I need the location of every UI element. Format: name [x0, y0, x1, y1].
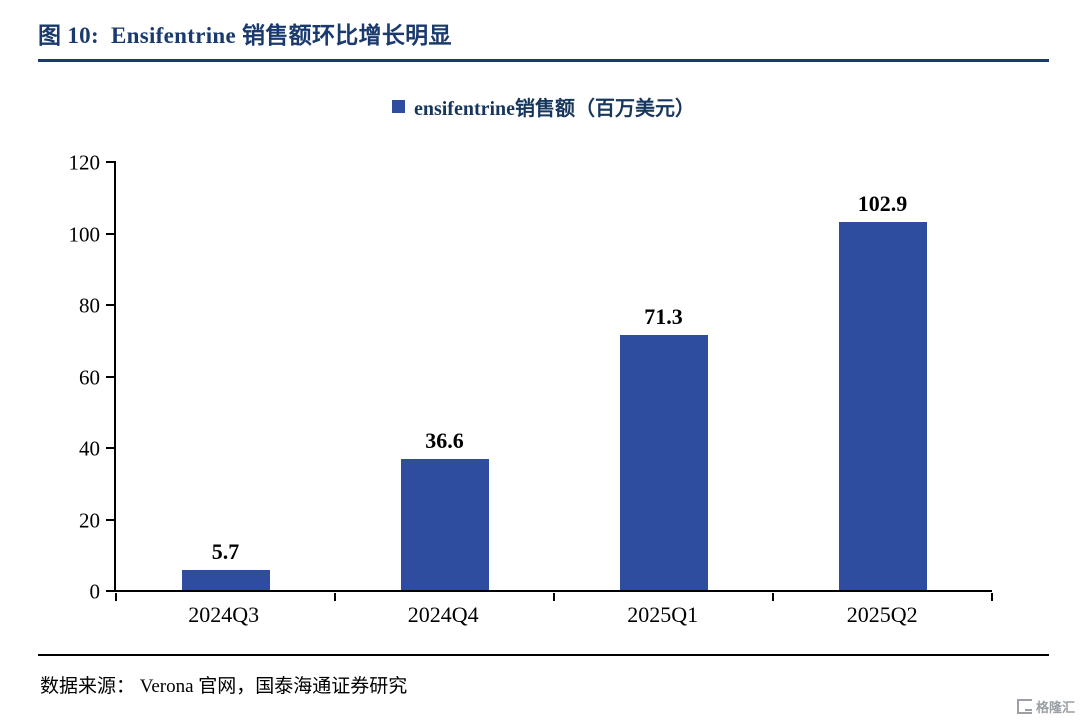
- bar-group: 71.3: [554, 161, 773, 590]
- y-tick-mark: [106, 590, 114, 592]
- y-tick-label: 60: [79, 365, 100, 389]
- y-tick-label: 100: [68, 222, 101, 246]
- y-tick-label: 120: [68, 150, 101, 175]
- legend-marker-icon: [391, 100, 405, 113]
- y-tick-mark: [106, 447, 114, 449]
- bar-value-label: 71.3: [644, 304, 683, 330]
- bar: [619, 335, 708, 590]
- x-tick-mark: [772, 593, 774, 601]
- chart-body: 0 20 40 60 80 100 120 5.7 36.6 71.3 102.9 2024Q3 2…: [50, 152, 993, 628]
- y-tick-mark: [106, 232, 114, 235]
- bar-value-label: 36.6: [425, 428, 464, 454]
- header: 图 10: Ensifentrine 销售额环比增长明显: [38, 16, 1049, 62]
- y-tick-mark: [106, 304, 114, 306]
- y-tick-label: 0: [89, 579, 101, 604]
- y-axis: 0 20 40 60 80 100 120: [50, 152, 114, 602]
- page-title: 图 10: Ensifentrine 销售额环比增长明显: [38, 23, 452, 48]
- gelonghui-watermark: 格隆汇: [1016, 697, 1075, 716]
- x-axis-label: 2024Q3: [188, 602, 260, 627]
- bar-group: 5.7: [116, 161, 335, 590]
- footer-divider: [38, 654, 1049, 656]
- x-axis-labels: 2024Q3 2024Q4 2025Q1 2025Q2: [114, 602, 992, 628]
- source-note: 数据来源： Verona 官网，国泰海通证券研究: [40, 676, 408, 697]
- bar: [181, 569, 270, 590]
- x-tick-mark: [115, 593, 117, 601]
- plot-area: 5.7 36.6 71.3 102.9: [106, 161, 993, 601]
- bar: [400, 459, 489, 590]
- plot-wrap: 5.7 36.6 71.3 102.9 2024Q3 2024Q4 2025Q1 2025Q…: [106, 161, 993, 628]
- x-axis-label: 2025Q2: [846, 602, 918, 627]
- y-tick-mark: [106, 161, 114, 163]
- watermark-text: 格隆汇: [1035, 700, 1075, 715]
- chart-legend: ensifentrine销售额（百万美元）: [0, 92, 1087, 121]
- chart: 0 20 40 60 80 100 120 5.7 36.6 71.3 102.9 2024Q3 2…: [50, 152, 993, 628]
- bar: [838, 222, 927, 590]
- x-tick-mark: [991, 593, 993, 601]
- x-axis-label: 2025Q1: [627, 602, 699, 627]
- x-tick-mark: [553, 593, 555, 601]
- bar-group: 102.9: [773, 161, 992, 590]
- x-tick-mark: [334, 593, 336, 601]
- bar-value-label: 102.9: [857, 191, 908, 217]
- y-tick-mark: [106, 518, 114, 521]
- y-tick-label: 80: [79, 293, 100, 318]
- x-axis-label: 2024Q4: [407, 602, 479, 627]
- bar-group: 36.6: [335, 161, 554, 590]
- legend-label: ensifentrine销售额（百万美元）: [413, 98, 696, 120]
- y-tick-mark: [106, 375, 114, 378]
- bar-value-label: 5.7: [211, 538, 240, 564]
- y-tick-label: 40: [79, 436, 100, 461]
- y-tick-label: 20: [79, 508, 100, 532]
- bars-row: 5.7 36.6 71.3 102.9: [116, 161, 992, 590]
- gelonghui-logo-icon: [1016, 699, 1032, 714]
